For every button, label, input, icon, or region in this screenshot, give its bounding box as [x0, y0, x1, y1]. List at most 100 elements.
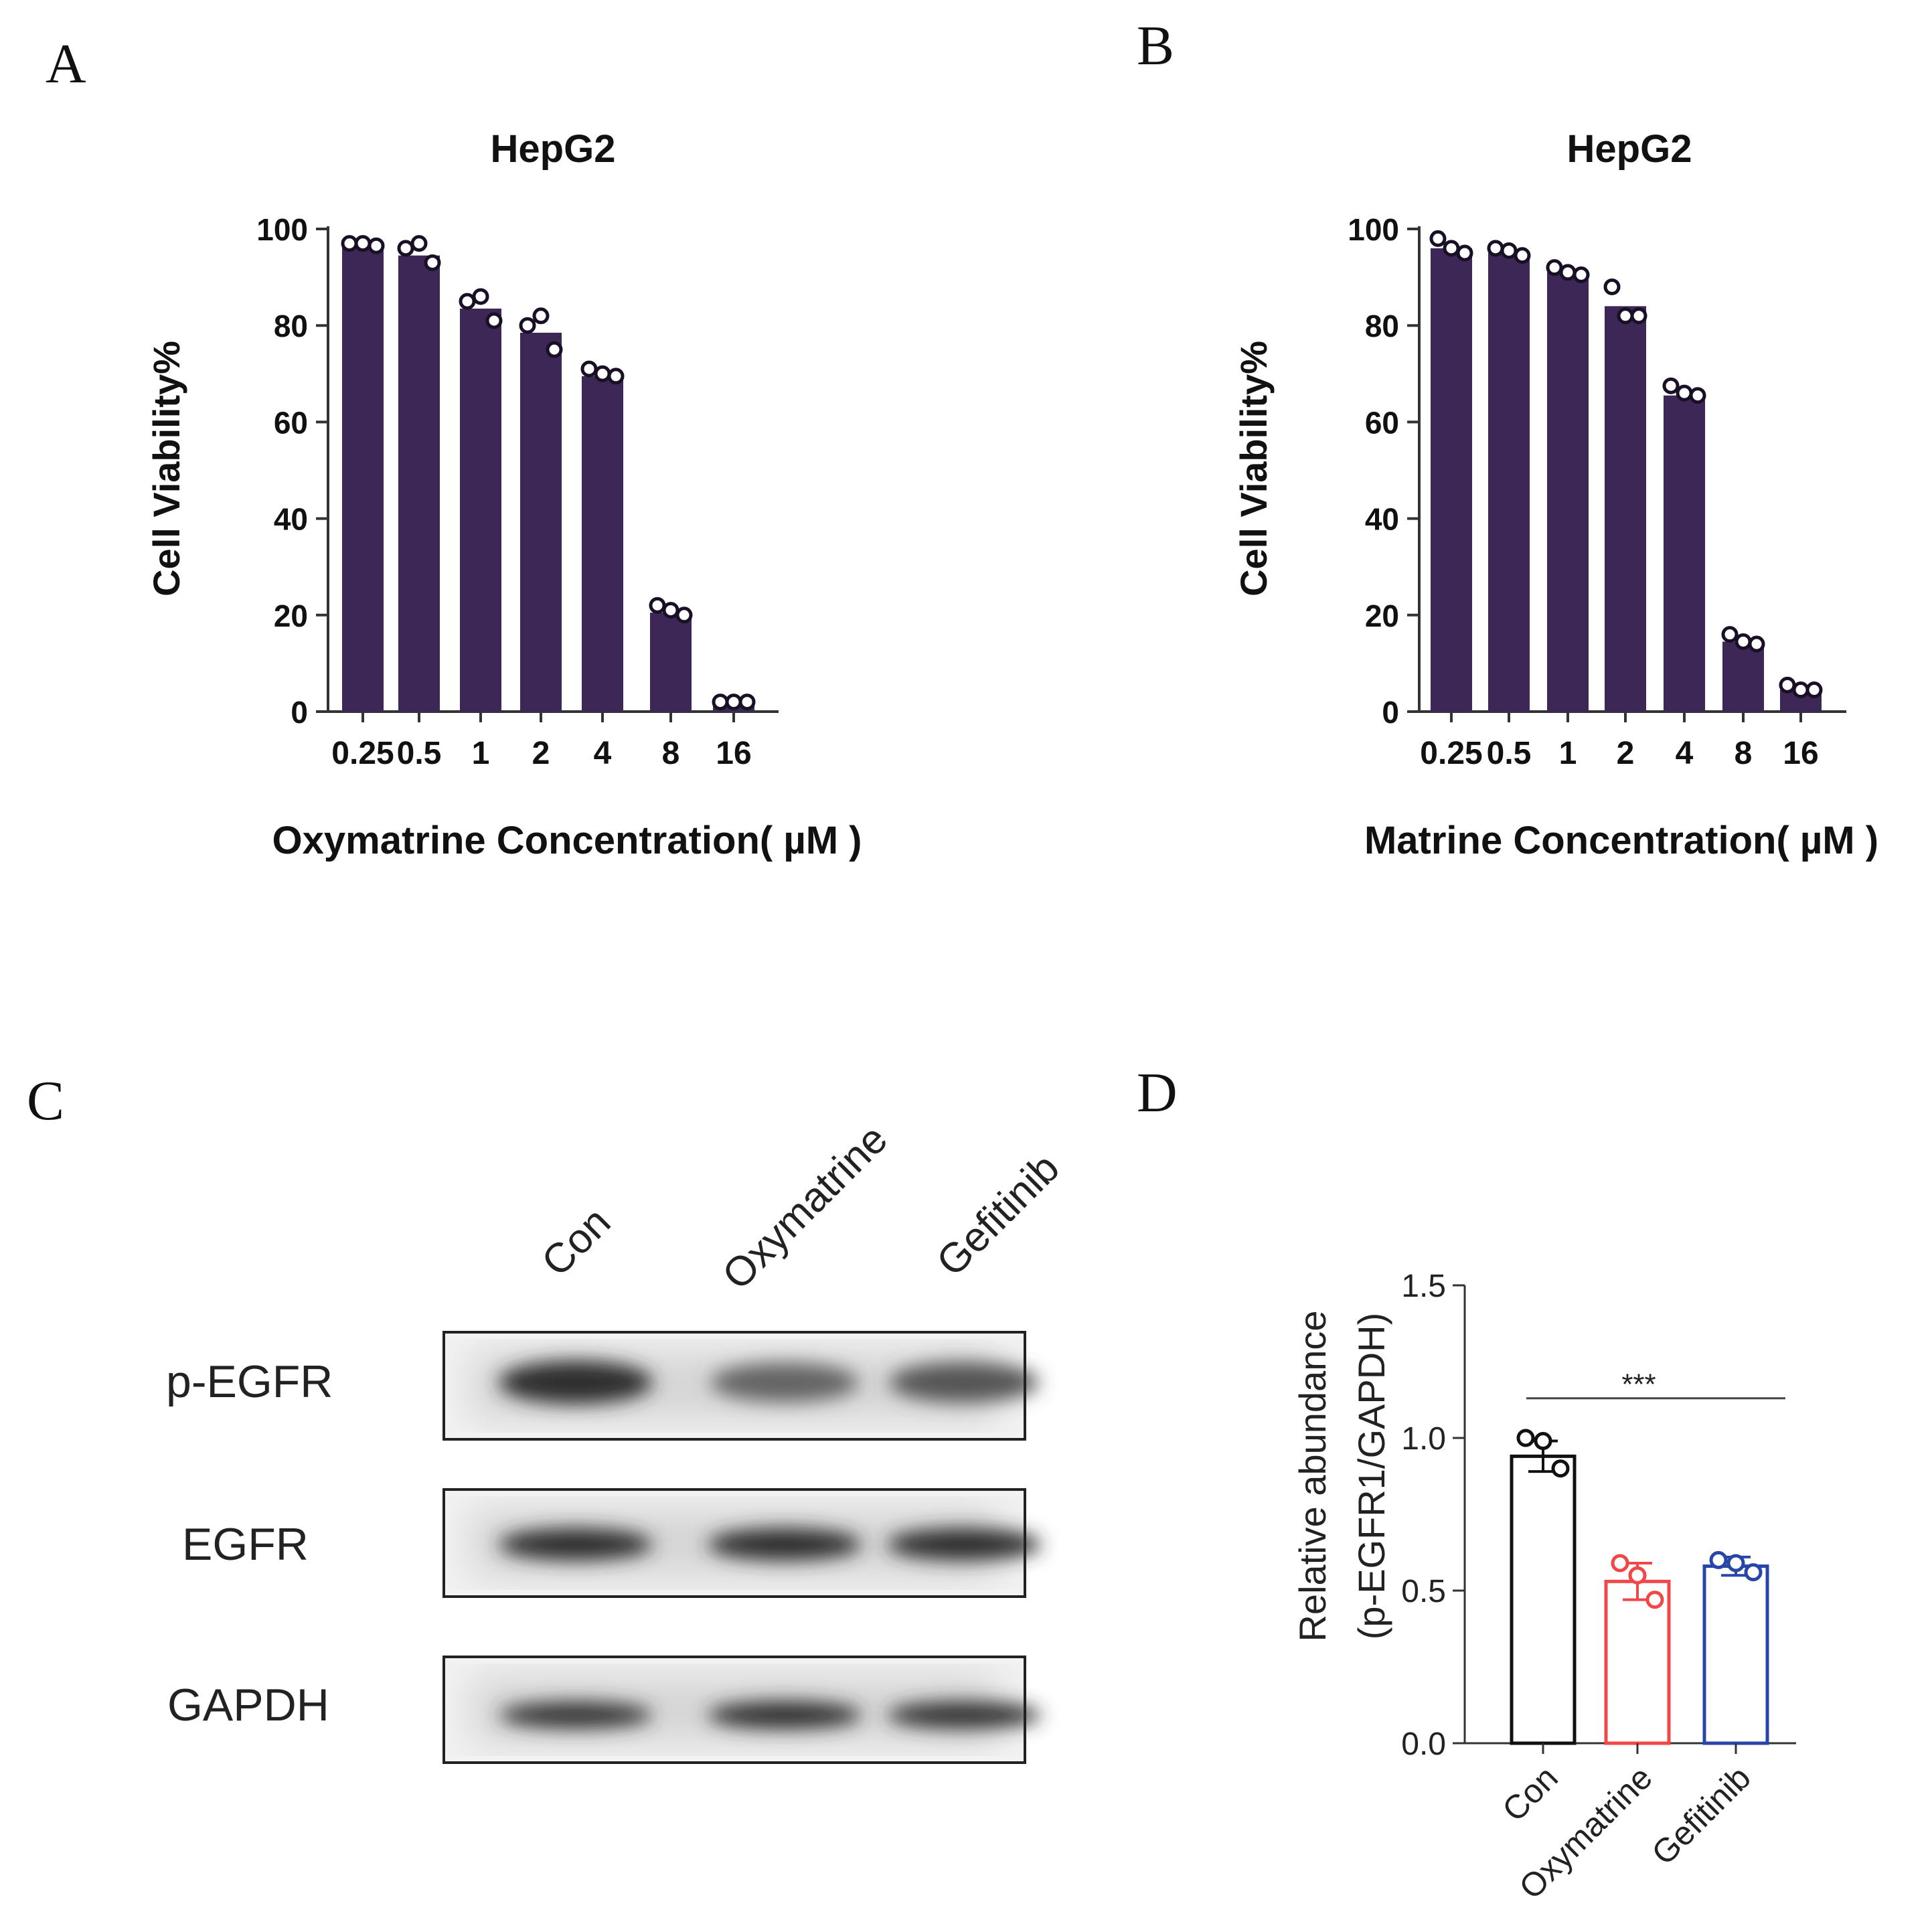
panel-b-x-tick-label: 8: [1735, 736, 1753, 771]
panel-letter-c: C: [27, 1070, 64, 1132]
panel-b-data-point: [1514, 247, 1531, 264]
panel-d-y-tick-label: 1.5: [1401, 1269, 1446, 1304]
panel-a-data-point: [594, 365, 611, 382]
panel-a-y-tick-label: 100: [256, 212, 308, 247]
panel-c-western-blot: Con Oxymatrine Gefitinib p-EGFR EGFR GAPDH: [166, 1116, 1068, 1764]
blot-band: [499, 1528, 653, 1560]
panel-b-data-point: [1689, 387, 1706, 404]
panel-b-data-point: [1487, 240, 1504, 257]
panel-a-x-tick-label: 16: [716, 736, 751, 771]
panel-d-data-point: [1645, 1591, 1664, 1609]
panel-b-data-point: [1456, 244, 1473, 262]
panel-b-bar: [1547, 272, 1589, 712]
panel-a-data-point: [519, 317, 536, 334]
blot-frame: [442, 1331, 1026, 1441]
panel-b-bar: [1488, 253, 1530, 712]
panel-d-x-tick-label: Gefitinib: [1644, 1759, 1757, 1872]
blot-row-label: GAPDH: [167, 1680, 329, 1730]
blot-row-label: EGFR: [182, 1519, 309, 1570]
panel-d-data-point: [1709, 1550, 1728, 1569]
panel-d-data-point: [1534, 1432, 1552, 1451]
panel-a-bar: [520, 333, 562, 712]
panel-d-y-tick-label: 0.5: [1401, 1574, 1446, 1609]
panel-b-data-point: [1573, 266, 1590, 283]
panel-a-data-point: [354, 235, 372, 252]
panel-b-y-axis-label: Cell Viability%: [1232, 341, 1275, 596]
panel-a-bar: [460, 308, 501, 712]
panel-d-data-point: [1744, 1563, 1763, 1582]
blot-row-label: p-EGFR: [166, 1356, 333, 1407]
panel-b-y-tick-label: 100: [1348, 212, 1399, 247]
panel-b-data-point: [1500, 242, 1518, 259]
panel-b-x-tick-label: 0.5: [1487, 736, 1532, 771]
panel-b-x-tick-label: 0.25: [1420, 736, 1482, 771]
panel-b-bar: [1605, 306, 1646, 712]
panel-b-y-tick-label: 60: [1365, 405, 1399, 440]
panel-a-data-point: [725, 694, 742, 711]
blot-frame: [442, 1656, 1026, 1764]
panel-b-data-point: [1805, 681, 1823, 699]
panel-b-title: HepG2: [1567, 127, 1692, 171]
panel-a-data-point: [546, 341, 563, 358]
panel-b-data-point: [1630, 307, 1647, 325]
panel-b-bar-chart: HepG2 Cell Viability% Matrine Concentrat…: [1232, 127, 1878, 862]
panel-a-y-tick-label: 80: [274, 309, 308, 343]
panel-d-bar: [1510, 1454, 1577, 1745]
panel-a-bar: [342, 246, 384, 712]
lane-label: Oxymatrine: [714, 1116, 896, 1299]
panel-a-data-point: [675, 607, 693, 624]
panel-letter-d: D: [1137, 1062, 1178, 1124]
panel-a-y-tick-label: 20: [274, 598, 308, 633]
panel-a-data-point: [712, 694, 729, 711]
panel-b-data-point: [1443, 240, 1460, 257]
blot-band: [889, 1362, 1039, 1403]
blot-frame: [442, 1488, 1026, 1598]
panel-a-data-point: [424, 254, 441, 271]
panel-a-title: HepG2: [491, 127, 616, 171]
panel-d-bar: [1604, 1579, 1671, 1745]
panel-b-y-tick-label: 40: [1365, 502, 1399, 537]
panel-a-bar-chart: HepG2 Cell Viability% Oxymatrine Concent…: [145, 127, 862, 862]
panel-b-data-point: [1617, 307, 1634, 325]
panel-d-data-point: [1628, 1566, 1647, 1585]
panel-b-x-tick-label: 16: [1783, 736, 1818, 771]
panel-b-data-point: [1792, 681, 1809, 699]
panel-d-y-tick-label: 0.0: [1401, 1726, 1446, 1762]
panel-letter-a: A: [46, 33, 86, 95]
panel-b-y-tick-label: 80: [1365, 309, 1399, 343]
panel-d-data-point: [1551, 1459, 1570, 1478]
blot-band: [710, 1362, 859, 1402]
panel-a-data-point: [368, 237, 385, 254]
panel-d-bar-chart: Relative abundance (p-EGFR1/GAPDH) 0.0 0.…: [1291, 1269, 1796, 1907]
panel-b-bar: [1664, 395, 1705, 712]
panel-b-y-tick-label: 20: [1365, 598, 1399, 633]
panel-a-x-tick-label: 2: [532, 736, 550, 771]
panel-b-data-point: [1559, 264, 1577, 281]
panel-b-data-point: [1735, 633, 1752, 650]
panel-b-data-point: [1603, 278, 1621, 296]
panel-a-data-point: [459, 293, 476, 310]
panel-a-data-point: [397, 240, 414, 257]
panel-a-data-point: [580, 360, 598, 378]
panel-a-x-tick-label: 0.25: [331, 736, 394, 771]
blot-band: [708, 1528, 862, 1560]
panel-a-data-point: [410, 235, 428, 252]
panel-b-x-tick-label: 4: [1676, 736, 1694, 771]
panel-a-data-point: [341, 235, 358, 252]
panel-b-data-point: [1546, 259, 1563, 276]
panel-d-significance-label: ***: [1621, 1368, 1656, 1401]
panel-b-x-tick-label: 2: [1617, 736, 1635, 771]
panel-d-y-axis-label-line1: Relative abundance: [1291, 1310, 1334, 1641]
panel-b-bar: [1722, 641, 1764, 712]
panel-d-y-axis-label-line2: (p-EGFR1/GAPDH): [1350, 1313, 1392, 1640]
blot-band: [887, 1528, 1041, 1560]
panel-b-data-point: [1779, 676, 1796, 694]
panel-a-x-tick-label: 0.5: [397, 736, 442, 771]
panel-b-bar: [1431, 248, 1472, 712]
panel-a-x-tick-label: 4: [594, 736, 612, 771]
panel-d-bar: [1702, 1564, 1769, 1745]
panel-a-x-tick-label: 8: [662, 736, 680, 771]
panel-d-x-tick-label: Con: [1495, 1759, 1564, 1828]
panel-a-data-point: [649, 596, 666, 614]
blot-band: [499, 1701, 653, 1729]
